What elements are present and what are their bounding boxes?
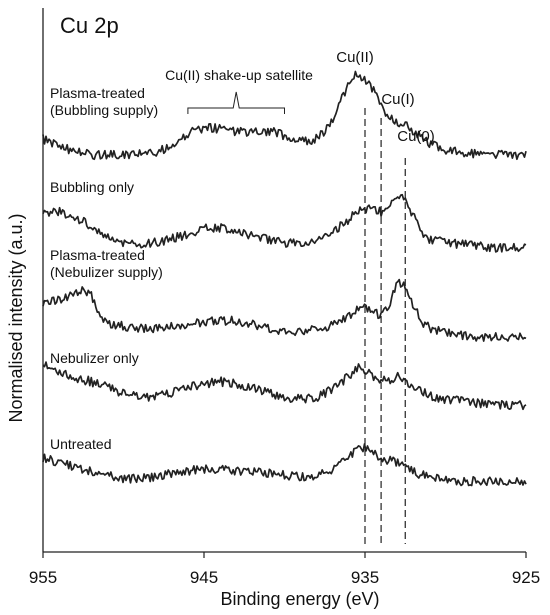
- reference-lines: [364, 108, 406, 544]
- series-line: [42, 193, 527, 253]
- reference-label: Cu(0): [397, 128, 435, 145]
- satellite-label: Cu(II) shake-up satellite: [165, 67, 313, 83]
- labels: Cu 2p Binding energy (eV) Normalised int…: [6, 13, 380, 609]
- x-tick-label: 935: [351, 568, 379, 587]
- series-line: [42, 278, 527, 342]
- x-tick-label: 955: [29, 568, 57, 587]
- chart-title: Cu 2p: [60, 13, 119, 38]
- x-tick-label: 925: [512, 568, 540, 587]
- x-axis-label: Binding energy (eV): [220, 589, 379, 609]
- series-label: Untreated: [50, 436, 111, 452]
- series-line: [42, 361, 527, 411]
- series-label: Bubbling only: [50, 179, 134, 195]
- reference-labels: Cu(II) Cu(I) Cu(0): [336, 49, 435, 145]
- series-label: Plasma-treated: [50, 85, 145, 101]
- satellite-bracket: [187, 91, 285, 114]
- series-line: [42, 443, 527, 487]
- series-line: [42, 70, 527, 161]
- series-label: Plasma-treated: [50, 247, 145, 263]
- spectra: [42, 70, 527, 487]
- x-ticks: 955 945 935 925: [29, 552, 540, 587]
- reference-label: Cu(II): [336, 49, 374, 66]
- bracket-shape: [187, 91, 285, 114]
- series-label: Nebulizer only: [50, 350, 139, 366]
- reference-label: Cu(I): [381, 91, 414, 108]
- x-tick-label: 945: [190, 568, 218, 587]
- series-labels: Plasma-treated(Bubbling supply)Bubbling …: [50, 85, 163, 452]
- y-axis-label: Normalised intensity (a.u.): [6, 213, 26, 422]
- series-label: (Bubbling supply): [50, 102, 158, 118]
- series-label: (Nebulizer supply): [50, 264, 163, 280]
